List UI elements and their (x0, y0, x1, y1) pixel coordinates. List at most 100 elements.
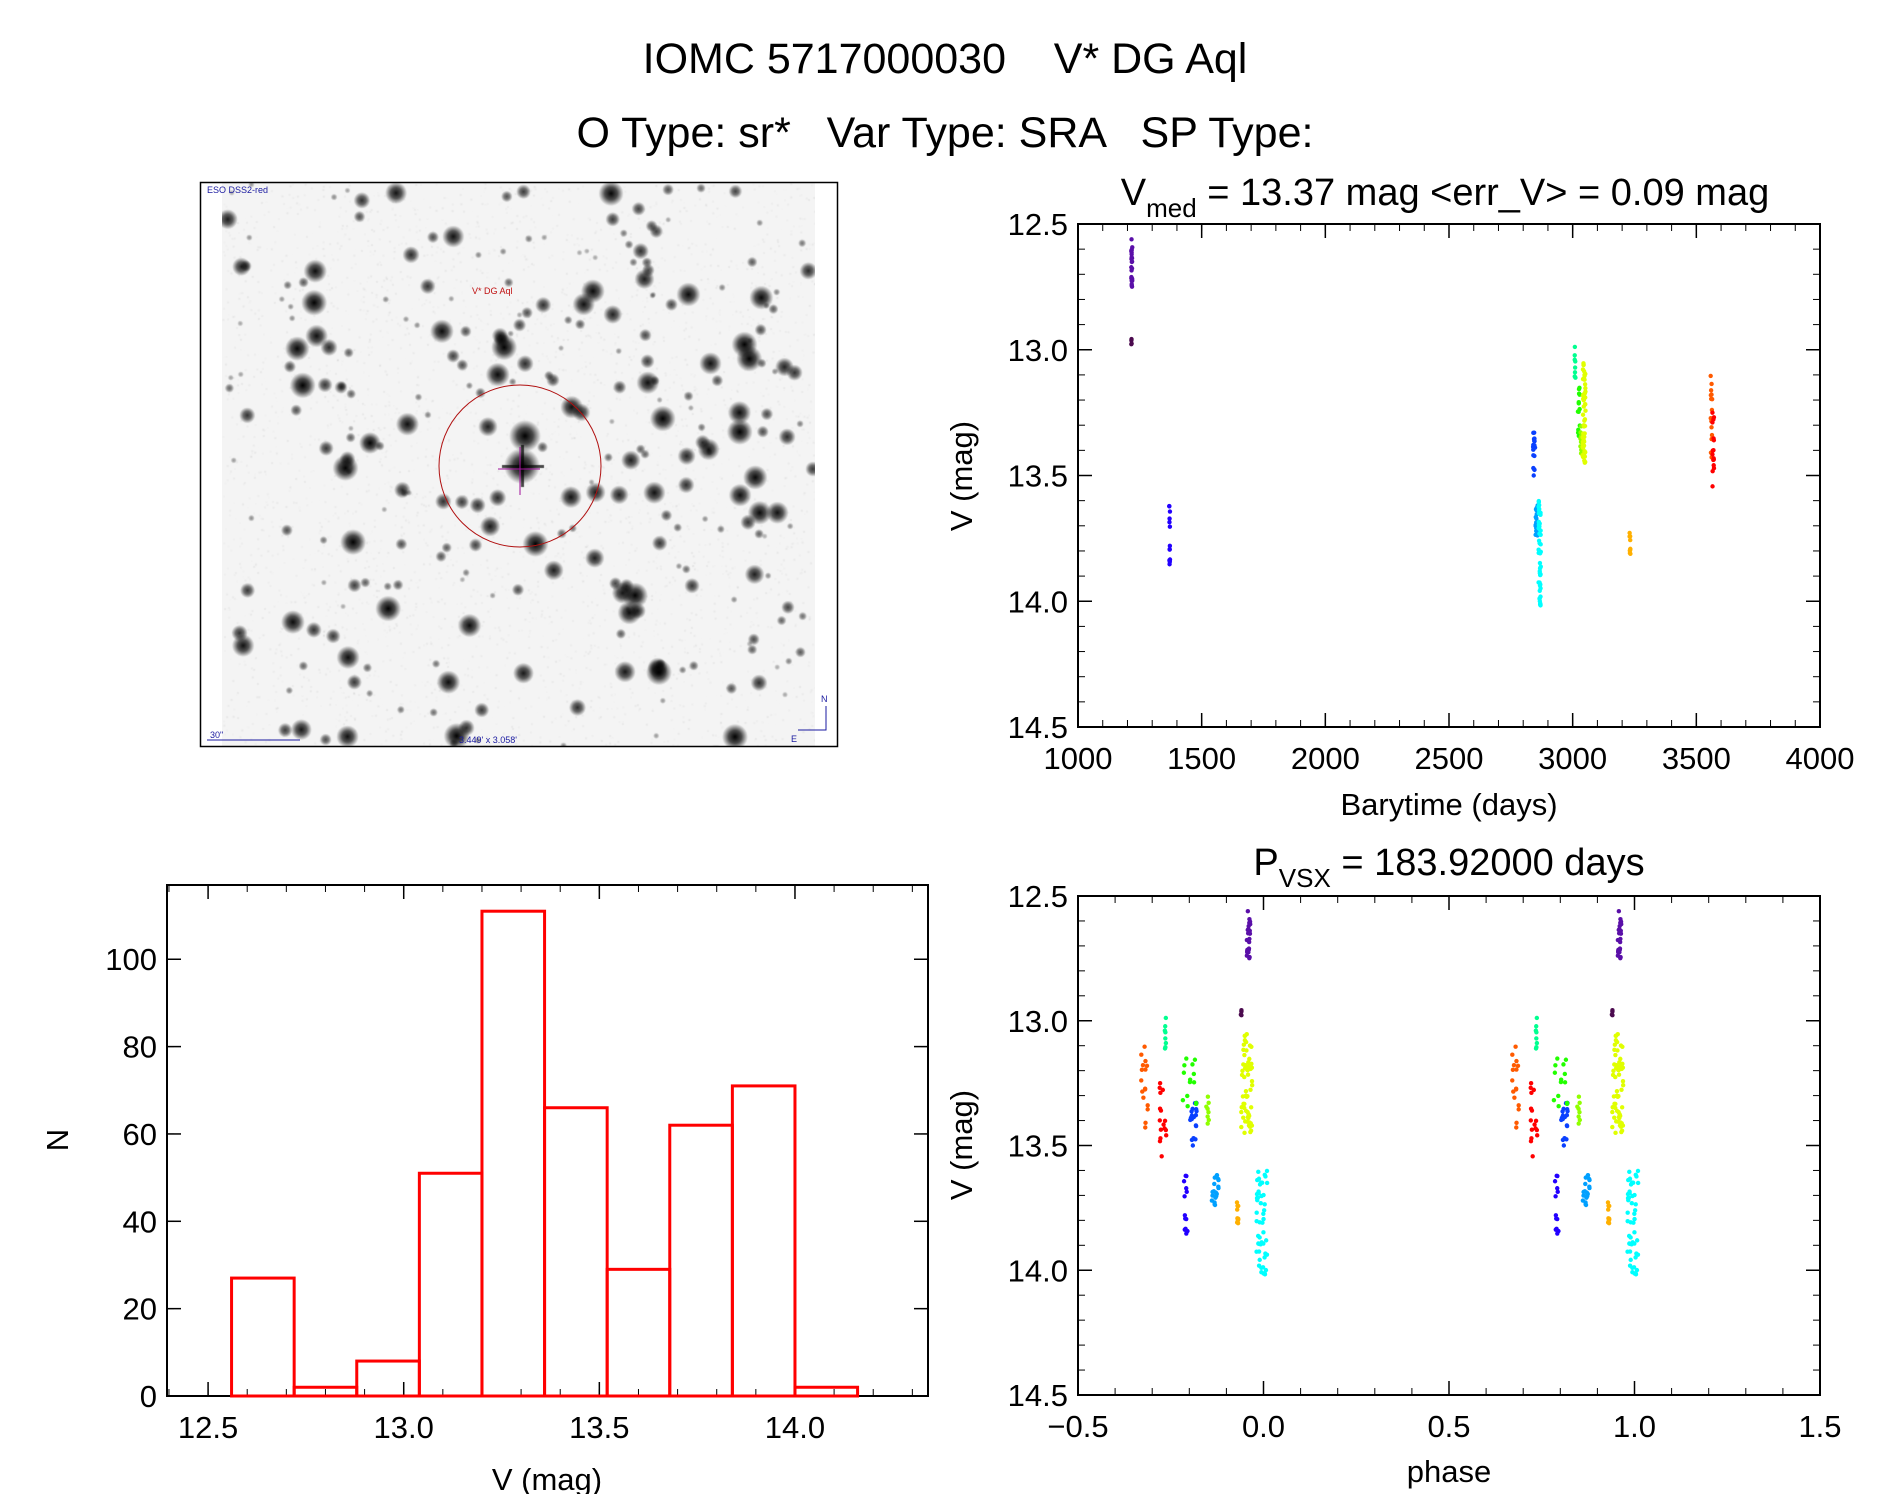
histogram-bar (230, 1276, 296, 1398)
data-point (1709, 432, 1715, 438)
data-point (1183, 1173, 1188, 1179)
data-point (1582, 418, 1587, 423)
data-point (1560, 1109, 1565, 1114)
y-tick-label: 13.0 (1008, 1004, 1068, 1039)
data-point (1616, 1109, 1621, 1115)
data-point (1635, 1168, 1641, 1174)
data-point (1255, 1177, 1260, 1183)
data-point (1620, 1083, 1626, 1088)
data-point (1514, 1067, 1519, 1072)
x-tick-label: 1.0 (1613, 1409, 1656, 1444)
x-tick-label: 3000 (1538, 741, 1607, 776)
data-point (1562, 1080, 1568, 1085)
histogram-chart: V (mag) N 12.5 13.0 13.5 14.0 0 20 40 60 80 100 (40, 884, 929, 1494)
data-point (1191, 1080, 1197, 1085)
compass-icon (798, 706, 827, 731)
data-point (1619, 1129, 1624, 1135)
data-point (1613, 1105, 1618, 1111)
lightcurve-ylabel: V (mag) (944, 421, 979, 531)
data-point (1564, 1100, 1570, 1106)
data-point (1262, 1202, 1267, 1207)
data-point (1528, 1085, 1533, 1090)
x-tick-label: 0.0 (1242, 1409, 1285, 1444)
data-point (1559, 1115, 1565, 1120)
data-point (1615, 1048, 1620, 1053)
data-point (1129, 259, 1135, 265)
data-point (1534, 1036, 1539, 1041)
data-point (1708, 396, 1714, 402)
data-point (1583, 408, 1588, 413)
data-point (1632, 1211, 1637, 1217)
x-tick-label: 2000 (1291, 741, 1360, 776)
data-point (1609, 1012, 1615, 1017)
data-point (1626, 1177, 1631, 1183)
data-point (1143, 1058, 1148, 1064)
data-point (1626, 1197, 1631, 1203)
data-point (1582, 377, 1587, 382)
y-tick-label: 100 (105, 942, 157, 977)
data-point (1553, 1194, 1558, 1199)
data-point (1257, 1257, 1262, 1263)
data-point (1577, 1117, 1583, 1123)
x-tick-label: −0.5 (1047, 1409, 1108, 1444)
data-point (1242, 1105, 1247, 1111)
x-tick-label: 1000 (1044, 741, 1113, 776)
x-tick-label: 13.0 (374, 1410, 434, 1445)
data-point (1553, 1063, 1558, 1068)
data-point (1634, 1238, 1640, 1243)
data-point (1142, 1087, 1148, 1092)
data-point (1193, 1123, 1199, 1128)
data-point (1162, 1126, 1167, 1131)
target-circle (438, 384, 602, 548)
data-point (1510, 1078, 1515, 1083)
data-point (1157, 1118, 1163, 1123)
x-tick-label: 4000 (1786, 741, 1855, 776)
data-point (1532, 445, 1538, 450)
data-point (1244, 1094, 1249, 1099)
lightcurve-title: Vmed = 13.37 mag <err_V> = 0.09 mag (1121, 172, 1769, 223)
data-point (1244, 937, 1250, 943)
data-point (1264, 1168, 1270, 1174)
data-point (1616, 1072, 1622, 1077)
y-tick-label: 14.5 (1008, 1378, 1068, 1413)
data-point (1515, 1063, 1521, 1068)
data-point (1553, 1213, 1559, 1218)
data-point (1709, 425, 1714, 430)
data-point (1241, 1115, 1246, 1120)
y-tick-label: 12.5 (1008, 879, 1068, 914)
data-point (1234, 1200, 1240, 1205)
data-point (1264, 1180, 1270, 1186)
data-point (1533, 522, 1538, 528)
data-point (1628, 1257, 1633, 1263)
data-point (1247, 1056, 1252, 1062)
data-point (1193, 1100, 1199, 1106)
plot-frame (1077, 895, 1821, 1396)
data-point (1242, 1074, 1247, 1080)
data-point (1139, 1052, 1144, 1057)
data-point (1214, 1192, 1219, 1197)
data-point (1257, 1235, 1262, 1240)
data-point (1616, 948, 1621, 954)
data-point (1577, 1100, 1582, 1105)
data-point (1582, 1189, 1588, 1194)
data-point (1612, 1115, 1617, 1120)
data-point (1206, 1110, 1211, 1115)
data-point (1261, 1230, 1266, 1235)
figure-title: IOMC 5717000030 V* DG Aql (643, 35, 1248, 83)
north-label: N (821, 694, 828, 704)
data-point (1534, 1133, 1540, 1138)
data-point (1711, 456, 1716, 461)
data-point (1510, 1052, 1515, 1057)
data-point (1612, 1101, 1617, 1106)
data-point (1607, 1203, 1612, 1209)
data-point (1711, 438, 1717, 443)
data-point (1631, 1220, 1636, 1225)
data-point (1158, 1090, 1163, 1096)
data-point (1632, 1192, 1637, 1198)
data-point (1263, 1251, 1268, 1256)
data-point (1263, 1174, 1268, 1179)
data-point (1204, 1104, 1209, 1109)
data-point (1161, 1122, 1166, 1127)
data-point (1261, 1241, 1266, 1246)
